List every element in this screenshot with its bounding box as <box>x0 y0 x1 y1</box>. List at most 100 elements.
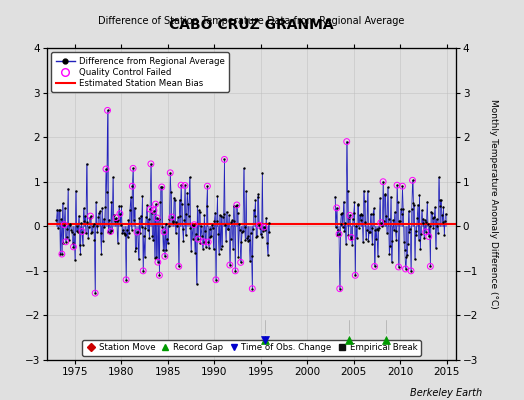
Point <box>58 251 66 257</box>
Point <box>183 190 191 196</box>
Point <box>121 232 129 238</box>
Point <box>152 254 160 261</box>
Point <box>411 256 419 262</box>
Point <box>219 214 227 220</box>
Point <box>69 244 78 250</box>
Point <box>265 228 274 235</box>
Point <box>60 222 68 228</box>
Point <box>192 281 201 288</box>
Point <box>129 216 138 223</box>
Point <box>422 219 431 225</box>
Point <box>436 202 444 209</box>
Point <box>184 213 193 219</box>
Point <box>119 227 127 233</box>
Point <box>215 212 224 218</box>
Point <box>163 236 171 242</box>
Point <box>81 213 89 219</box>
Point <box>408 206 416 212</box>
Point <box>106 229 114 236</box>
Point <box>333 232 342 238</box>
Point <box>432 245 440 251</box>
Point <box>420 235 428 242</box>
Point <box>223 208 231 215</box>
Point <box>395 264 403 270</box>
Point <box>158 224 167 230</box>
Point <box>430 214 439 220</box>
Point <box>100 224 108 231</box>
Point <box>176 197 184 203</box>
Point <box>226 236 235 242</box>
Point <box>432 216 441 222</box>
Point <box>153 215 161 221</box>
Point <box>391 228 400 234</box>
Point <box>193 203 202 209</box>
Point <box>93 222 101 229</box>
Point <box>155 272 163 278</box>
Point <box>91 290 100 296</box>
Point <box>242 188 250 194</box>
Point <box>136 230 144 236</box>
Point <box>401 246 409 253</box>
Point <box>335 286 344 292</box>
Point <box>97 250 105 257</box>
Point <box>146 206 154 212</box>
Point <box>230 203 238 209</box>
Point <box>61 239 70 245</box>
Point <box>160 229 168 235</box>
Point <box>195 209 204 215</box>
Point <box>351 272 359 278</box>
Point <box>210 246 218 253</box>
Point <box>264 220 272 226</box>
Point <box>374 252 382 259</box>
Point <box>244 233 253 240</box>
Point <box>407 268 415 274</box>
Point <box>228 217 236 224</box>
Point <box>380 191 389 198</box>
Point <box>141 224 150 231</box>
Point <box>335 286 344 292</box>
Point <box>358 212 366 218</box>
Point <box>263 240 271 246</box>
Point <box>247 253 256 260</box>
Point <box>84 235 92 241</box>
Point <box>359 239 367 246</box>
Point <box>365 229 374 236</box>
Point <box>116 222 125 228</box>
Point <box>113 239 122 246</box>
Point <box>387 259 396 265</box>
Point <box>395 264 403 270</box>
Point <box>398 183 407 189</box>
Point <box>98 204 106 211</box>
Point <box>95 208 104 215</box>
Point <box>181 182 189 189</box>
Point <box>63 226 71 232</box>
Point <box>99 238 107 244</box>
Point <box>424 220 432 227</box>
Point <box>385 251 394 257</box>
Point <box>410 202 418 208</box>
Point <box>418 220 427 226</box>
Point <box>87 230 95 236</box>
Text: Berkeley Earth: Berkeley Earth <box>410 388 482 398</box>
Point <box>223 226 232 232</box>
Point <box>259 228 267 234</box>
Point <box>254 194 262 200</box>
Point <box>174 263 183 270</box>
Point <box>179 238 188 244</box>
Point <box>233 202 241 208</box>
Point <box>257 234 266 240</box>
Point <box>177 182 185 188</box>
Point <box>78 228 86 235</box>
Point <box>85 224 93 230</box>
Point <box>73 223 82 230</box>
Point <box>424 233 433 240</box>
Point <box>202 244 210 250</box>
Point <box>157 183 165 190</box>
Point <box>376 195 384 201</box>
Point <box>129 165 137 172</box>
Point <box>262 214 270 221</box>
Point <box>156 199 165 205</box>
Legend: Station Move, Record Gap, Time of Obs. Change, Empirical Break: Station Move, Record Gap, Time of Obs. C… <box>82 340 421 356</box>
Point <box>125 230 134 237</box>
Point <box>151 201 160 207</box>
